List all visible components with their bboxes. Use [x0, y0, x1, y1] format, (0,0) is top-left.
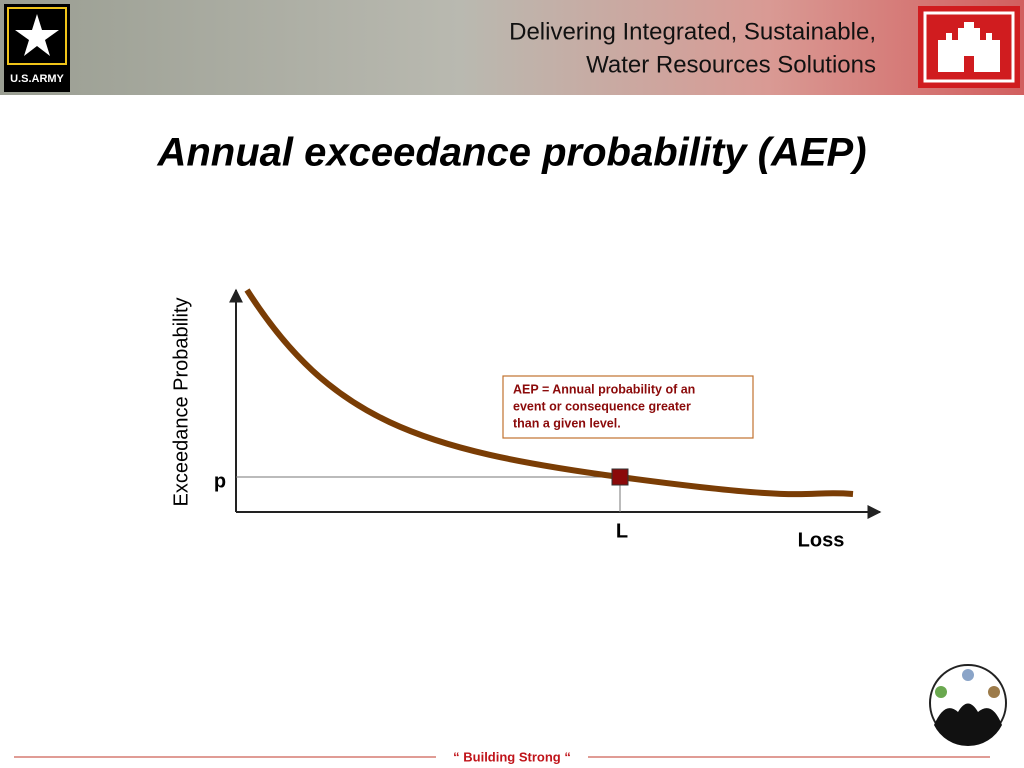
- l-label: L: [616, 520, 628, 542]
- point-marker: [611, 468, 629, 486]
- note-text: event or consequence greater: [513, 399, 691, 413]
- castle-logo: [918, 6, 1020, 88]
- aep-curve: [244, 288, 854, 498]
- header-band: [0, 0, 1024, 95]
- team-emblem: [929, 664, 1007, 747]
- p-label: p: [214, 470, 226, 492]
- y-axis-label: Exceedance Probability: [170, 297, 192, 506]
- note-box: [502, 375, 754, 439]
- tagline: Water Resources Solutions: [586, 51, 876, 78]
- logo-text: U.S.ARMY: [10, 73, 64, 85]
- x-axis-label: Loss: [798, 529, 845, 551]
- tagline: Delivering Integrated, Sustainable,: [509, 18, 876, 45]
- note-text: AEP = Annual probability of an: [513, 382, 695, 396]
- footer-motto: “ Building Strong “: [453, 749, 571, 764]
- army-logo: U.S.ARMY: [4, 4, 70, 92]
- slide-title: Annual exceedance probability (AEP): [156, 131, 866, 175]
- note-text: than a given level.: [513, 416, 621, 430]
